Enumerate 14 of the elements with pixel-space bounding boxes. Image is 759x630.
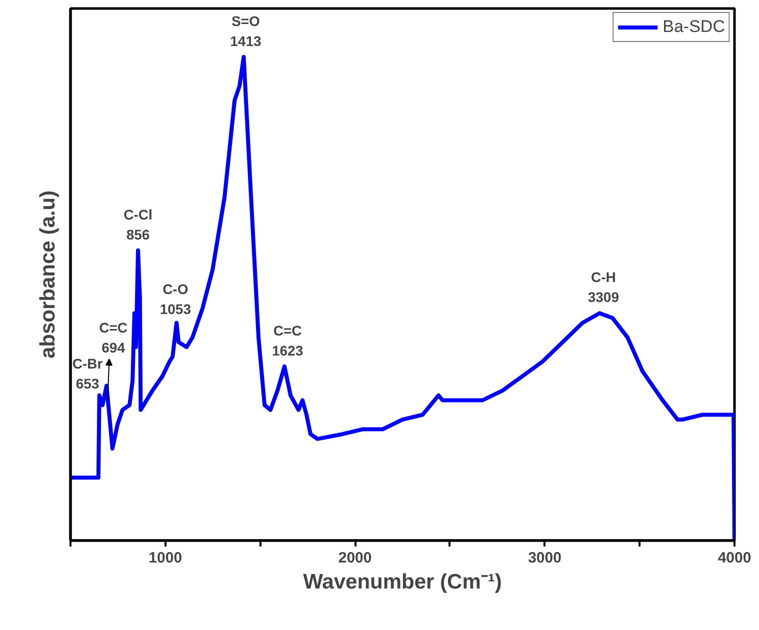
y-axis-title: absorbance (a.u) bbox=[36, 190, 60, 359]
x-tick-label: 2000 bbox=[338, 550, 372, 566]
x-tick-label: 3000 bbox=[528, 550, 562, 566]
annotation: C-Br 653 bbox=[72, 355, 104, 392]
annotation: C-Cl 856 bbox=[124, 206, 152, 242]
annotation: S=O 1413 bbox=[230, 12, 262, 49]
x-axis-title: Wavenumber (Cm⁻¹) bbox=[303, 570, 502, 594]
annotation: C=C 1623 bbox=[272, 322, 304, 358]
annotation: C-O 1053 bbox=[160, 280, 192, 317]
annotation: C-H 3309 bbox=[588, 269, 620, 306]
x-tick-label: 4000 bbox=[718, 550, 752, 566]
annotation: C=C 694 bbox=[99, 320, 128, 356]
x-tick-label: 1000 bbox=[148, 550, 182, 566]
legend-label: Ba-SDC bbox=[662, 17, 725, 37]
